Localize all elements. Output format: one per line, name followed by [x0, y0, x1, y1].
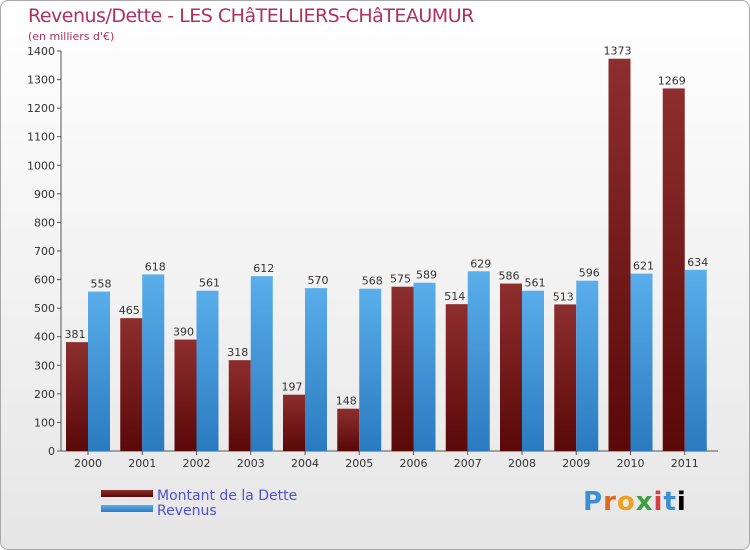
y-tick-label: 1200 — [27, 102, 55, 115]
data-label: 621 — [633, 260, 654, 273]
bar-dette — [662, 88, 685, 451]
proxiti-logo: Proxiti — [583, 487, 687, 517]
bar-revenus — [467, 271, 490, 451]
bar-revenus — [250, 276, 273, 451]
data-label: 513 — [553, 290, 574, 303]
x-tick-label: 2001 — [128, 457, 156, 470]
x-tick-label: 2003 — [237, 457, 265, 470]
x-tick-label: 2004 — [291, 457, 319, 470]
data-label: 318 — [227, 346, 248, 359]
data-label: 1373 — [604, 45, 632, 58]
y-tick-label: 900 — [34, 188, 55, 201]
y-tick-label: 1100 — [27, 131, 55, 144]
bar-dette — [66, 342, 88, 451]
legend: Montant de la Dette Revenus — [101, 488, 297, 519]
y-tick-label: 500 — [34, 302, 55, 315]
bar-revenus — [522, 290, 544, 451]
legend-swatch-revenus — [101, 505, 153, 512]
data-label: 618 — [145, 260, 166, 273]
data-label: 381 — [65, 328, 86, 341]
y-tick-label: 600 — [34, 274, 55, 287]
bar-dette — [445, 304, 468, 451]
x-tick-label: 2002 — [183, 457, 211, 470]
bar-dette — [283, 394, 305, 451]
bar-dette — [500, 283, 522, 451]
data-label: 586 — [499, 270, 520, 283]
data-label: 596 — [579, 267, 600, 280]
data-label: 570 — [308, 274, 329, 287]
y-tick-label: 300 — [34, 359, 55, 372]
bar-dette — [554, 304, 577, 451]
bar-revenus — [359, 288, 382, 451]
bar-dette — [337, 408, 360, 451]
y-tick-label: 1300 — [27, 74, 55, 87]
data-label: 561 — [199, 277, 220, 290]
data-label: 390 — [173, 326, 194, 339]
data-labels: 381 558 465 618 390 561 318 612 197 570 148 568 575 5… — [65, 45, 709, 408]
bar-revenus — [576, 280, 599, 451]
data-label: 558 — [91, 278, 112, 291]
bar-revenus — [142, 274, 165, 451]
y-tick-label: 700 — [34, 245, 55, 258]
data-label: 197 — [282, 381, 303, 394]
y-tick-label: 800 — [34, 216, 55, 229]
chart-subtitle: (en milliers d'€) — [28, 30, 115, 43]
bar-revenus — [684, 269, 707, 451]
x-tick-label: 2006 — [400, 457, 428, 470]
data-label: 514 — [444, 290, 465, 303]
x-tick-label: 2008 — [508, 457, 536, 470]
legend-swatch-debt — [101, 490, 153, 497]
data-label: 1269 — [658, 74, 686, 87]
bar-revenus — [305, 288, 327, 451]
data-label: 465 — [119, 304, 140, 317]
data-label: 612 — [253, 262, 274, 275]
bar-revenus — [630, 273, 653, 451]
y-tick-label: 200 — [34, 388, 55, 401]
data-label: 575 — [390, 273, 411, 286]
bar-dette — [174, 339, 197, 451]
data-label: 634 — [687, 256, 708, 269]
bar-revenus — [196, 290, 219, 451]
x-tick-label: 2000 — [74, 457, 102, 470]
bar-dette — [608, 58, 631, 451]
data-label: 561 — [525, 277, 546, 290]
bars — [66, 58, 707, 451]
chart-title: Revenus/Dette - LES CHâTELLIERS-CHâTEAUM… — [28, 5, 474, 27]
y-tick-label: 1000 — [27, 159, 55, 172]
bar-dette — [120, 318, 143, 451]
data-label: 589 — [416, 269, 437, 282]
x-tick-label: 2010 — [617, 457, 645, 470]
data-label: 629 — [470, 257, 491, 270]
y-tick-label: 1400 — [27, 45, 55, 58]
y-tick-label: 0 — [48, 445, 55, 458]
bar-dette — [228, 360, 251, 451]
x-tick-label: 2011 — [671, 457, 699, 470]
y-tick-label: 400 — [34, 331, 55, 344]
bar-revenus — [413, 282, 436, 451]
x-tick-label: 2007 — [454, 457, 482, 470]
legend-label-debt: Montant de la Dette — [157, 488, 297, 504]
bar-dette — [391, 286, 414, 451]
y-tick-label: 100 — [34, 416, 55, 429]
bar-revenus — [88, 291, 110, 451]
data-label: 148 — [336, 395, 357, 408]
x-tick-label: 2005 — [345, 457, 373, 470]
x-tick-label: 2009 — [562, 457, 590, 470]
data-label: 568 — [362, 275, 383, 288]
legend-label-revenus: Revenus — [157, 503, 217, 519]
